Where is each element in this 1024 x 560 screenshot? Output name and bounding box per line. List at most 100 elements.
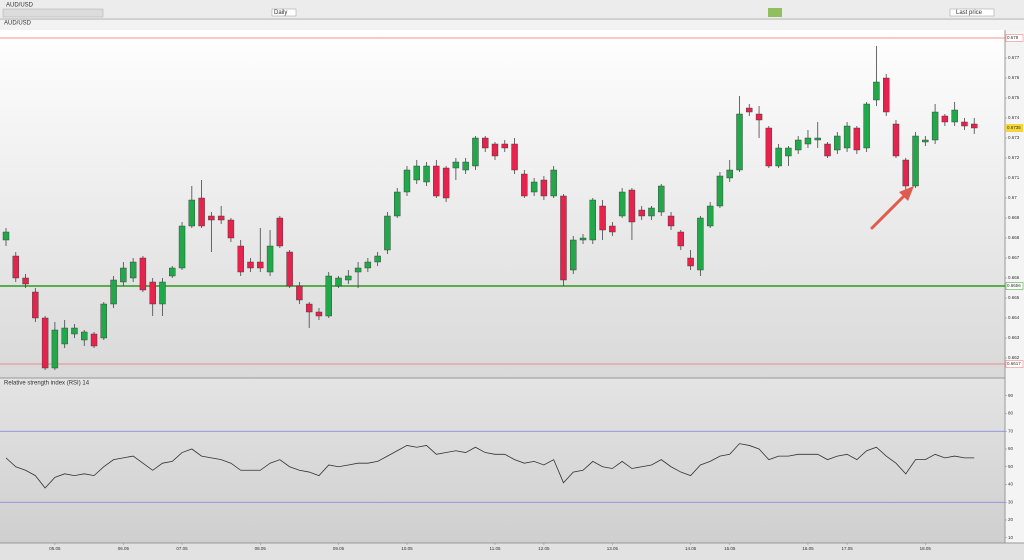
candle-body [667, 215, 675, 227]
candle-body [217, 215, 225, 221]
x-tick-label: 12.05 [538, 546, 550, 551]
candle-body [941, 115, 949, 123]
candle-body [618, 191, 626, 217]
time-axis [0, 543, 1024, 560]
y-tick-label: 0.669 [1008, 215, 1020, 220]
candle-body [736, 113, 743, 171]
level-label: 0.6656 [1007, 283, 1021, 288]
candle-body [2, 231, 10, 241]
candle-body [227, 219, 235, 239]
candle-body [364, 261, 372, 269]
x-tick-label: 14.05 [685, 546, 697, 551]
candle-body [198, 197, 205, 227]
y-tick-label: 0.673 [1008, 135, 1020, 140]
y-tick-label: 0.671 [1008, 175, 1020, 180]
candle-body [110, 279, 117, 305]
candle-body [501, 143, 508, 149]
candle-body [530, 181, 538, 193]
candle-body [755, 113, 763, 121]
y-tick-label: 0.674 [1008, 115, 1020, 120]
level-label: 0.678 [1007, 35, 1019, 40]
candle-body [902, 159, 909, 187]
candle-body [159, 281, 166, 305]
candle-body [785, 147, 792, 157]
candle-body [922, 139, 929, 143]
candle-body [354, 267, 362, 273]
candle-body [765, 127, 773, 167]
annotation-arrowhead [899, 186, 914, 201]
candle-body [257, 261, 264, 269]
candle-body [550, 169, 557, 197]
candle-body [658, 185, 665, 213]
chart-header [0, 20, 1024, 30]
candle-body [41, 317, 49, 369]
y-tick-label: 0.675 [1008, 95, 1020, 100]
candle-body [726, 169, 733, 179]
candle-body [579, 237, 587, 241]
candle-body [834, 135, 841, 151]
candle-body [129, 261, 137, 279]
candle-body [570, 239, 577, 271]
candle-body [12, 255, 19, 279]
candle-body [139, 257, 147, 291]
candle-body [100, 303, 108, 339]
candle-body [247, 261, 254, 269]
y-tick-label: 0.664 [1008, 315, 1020, 320]
y-tick-label: 0.667 [1008, 255, 1020, 260]
candle-body [873, 81, 880, 101]
candle-body [677, 231, 685, 247]
y-tick-label: 60 [1008, 446, 1014, 451]
candle-body [560, 195, 567, 281]
candle-body [178, 225, 186, 269]
candle-body [384, 215, 391, 251]
y-tick-label: 30 [1008, 499, 1014, 504]
candle-body [971, 123, 978, 129]
price-pane [0, 30, 1005, 378]
candle-body [374, 255, 381, 263]
candle-body [824, 143, 831, 157]
x-tick-label: 07.05 [176, 546, 188, 551]
x-tick-label: 06.05 [118, 546, 130, 551]
y-tick-label: 80 [1008, 411, 1014, 416]
candle-body [286, 251, 293, 287]
candle-body [149, 281, 156, 305]
candle-body [775, 147, 782, 167]
candle-body [345, 275, 352, 281]
y-tick-label: 0.67 [1008, 195, 1017, 200]
candle-body [276, 217, 284, 247]
x-tick-label: 13.05 [607, 546, 619, 551]
y-tick-label: 0.676 [1008, 75, 1020, 80]
x-tick-label: 08.05 [255, 546, 267, 551]
toolbar-icon[interactable] [768, 8, 782, 17]
candle-body [442, 167, 450, 199]
y-tick-label: 10 [1008, 535, 1014, 540]
candle-body [305, 303, 313, 313]
candle-body [433, 165, 440, 197]
rsi-pane [0, 378, 1005, 543]
x-tick-label: 18.05 [920, 546, 932, 551]
candle-body [120, 267, 127, 283]
x-tick-label: 15.05 [724, 546, 736, 551]
toolbar-buttons[interactable] [2, 8, 104, 18]
candle-body [208, 215, 215, 221]
candle-body [951, 109, 958, 123]
rsi-legend: Relative strength index (RSI) 14 [4, 381, 90, 387]
candle-body [697, 217, 704, 271]
interval-select[interactable] [271, 8, 297, 17]
y-tick-label: 0.663 [1008, 335, 1020, 340]
last-price-label: 0.6735 [1007, 125, 1021, 130]
candle-body [169, 267, 176, 277]
price-type-select[interactable] [949, 8, 995, 17]
candle-body [912, 135, 919, 187]
candle-body [296, 285, 303, 301]
level-tag [1005, 282, 1024, 290]
candle-body [589, 199, 596, 241]
annotation-arrow [870, 192, 908, 230]
candle-body [746, 107, 753, 113]
candle-body [521, 173, 528, 197]
candle-body [599, 205, 606, 231]
rsi-line [5, 443, 975, 489]
candle-body [71, 327, 78, 335]
